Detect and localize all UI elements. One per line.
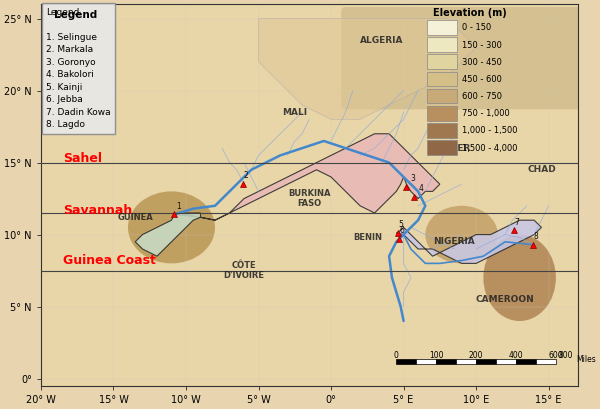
Text: 1,500 - 4,000: 1,500 - 4,000 — [462, 144, 518, 153]
Text: 6: 6 — [400, 226, 405, 235]
Ellipse shape — [425, 206, 498, 263]
FancyBboxPatch shape — [427, 106, 457, 121]
Text: Legend

1. Selingue
2. Markala
3. Goronyo
4. Bakolori
5. Kainji
6. Jebba
7. Dadi: Legend 1. Selingue 2. Markala 3. Goronyo… — [46, 8, 111, 130]
Polygon shape — [135, 213, 200, 256]
Text: Legend: Legend — [55, 10, 98, 20]
Bar — [416, 359, 436, 364]
Text: NIGER: NIGER — [439, 144, 470, 153]
Text: 800: 800 — [559, 351, 573, 360]
Bar — [496, 359, 516, 364]
Text: 1,000 - 1,500: 1,000 - 1,500 — [462, 126, 518, 135]
Bar — [476, 359, 496, 364]
Text: 8: 8 — [533, 232, 538, 241]
Text: 4: 4 — [419, 184, 424, 193]
FancyBboxPatch shape — [427, 37, 457, 52]
Text: NIGERIA: NIGERIA — [433, 237, 475, 246]
Polygon shape — [259, 18, 476, 119]
Bar — [516, 359, 536, 364]
Text: 2: 2 — [243, 171, 248, 180]
Text: BURKINA
FASO: BURKINA FASO — [288, 189, 331, 208]
Bar — [456, 359, 476, 364]
Text: 5: 5 — [398, 220, 403, 229]
Text: MALI: MALI — [282, 108, 307, 117]
Polygon shape — [175, 134, 440, 220]
Text: 3: 3 — [410, 174, 415, 183]
FancyBboxPatch shape — [427, 123, 457, 138]
Polygon shape — [397, 220, 541, 263]
Text: 600 - 750: 600 - 750 — [462, 92, 502, 101]
Bar — [436, 359, 456, 364]
Text: 150 - 300: 150 - 300 — [462, 40, 502, 49]
FancyBboxPatch shape — [427, 72, 457, 86]
Text: Guinea Coast: Guinea Coast — [63, 254, 155, 267]
Text: Sahel: Sahel — [63, 152, 102, 165]
Ellipse shape — [484, 235, 556, 321]
FancyBboxPatch shape — [427, 20, 457, 35]
Text: 300 - 450: 300 - 450 — [462, 58, 502, 67]
Text: CAMEROON: CAMEROON — [476, 295, 535, 304]
Text: 450 - 600: 450 - 600 — [462, 75, 502, 84]
Bar — [397, 359, 416, 364]
Text: Elevation (m): Elevation (m) — [433, 8, 506, 18]
FancyBboxPatch shape — [427, 54, 457, 69]
Text: GUINEA: GUINEA — [118, 213, 153, 222]
Text: CHAD: CHAD — [527, 165, 556, 174]
Text: Miles: Miles — [576, 355, 596, 364]
Text: 1: 1 — [176, 202, 181, 211]
Text: 0 - 150: 0 - 150 — [462, 23, 491, 32]
Text: 200: 200 — [469, 351, 484, 360]
FancyBboxPatch shape — [427, 140, 457, 155]
Text: BENIN: BENIN — [353, 233, 382, 242]
Text: 750 - 1,000: 750 - 1,000 — [462, 109, 510, 118]
FancyBboxPatch shape — [341, 7, 582, 109]
Text: CÔTE
D'IVOIRE: CÔTE D'IVOIRE — [224, 261, 265, 280]
Text: 0: 0 — [394, 351, 399, 360]
Text: 600: 600 — [548, 351, 563, 360]
Text: 100: 100 — [429, 351, 443, 360]
Text: 400: 400 — [509, 351, 523, 360]
Text: ALGERIA: ALGERIA — [360, 36, 404, 45]
Bar — [536, 359, 556, 364]
Text: 7: 7 — [515, 218, 520, 227]
Text: Savannah: Savannah — [63, 204, 132, 217]
Ellipse shape — [128, 191, 215, 263]
FancyBboxPatch shape — [427, 89, 457, 103]
